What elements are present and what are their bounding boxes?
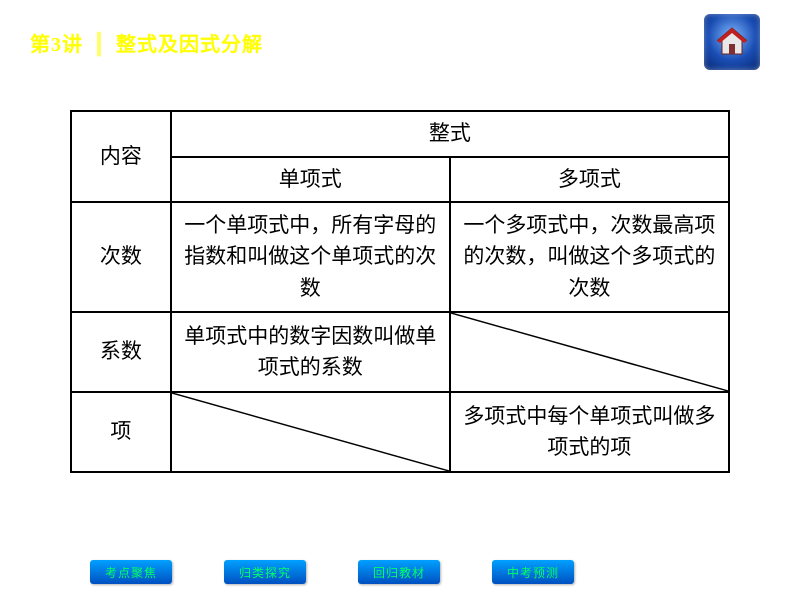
header-sub-b: 多项式 xyxy=(450,157,729,203)
header-sub-a: 单项式 xyxy=(171,157,450,203)
cell-term-poly: 多项式中每个单项式叫做多项式的项 xyxy=(450,392,729,472)
cell-degree-poly: 一个多项式中，次数最高项的次数，叫做这个多项式的次数 xyxy=(450,202,729,312)
nav-btn-textbook[interactable]: 回归教材 xyxy=(358,560,440,584)
header-content-label: 内容 xyxy=(71,111,171,202)
diagonal-slash xyxy=(172,393,449,471)
nav-btn-focus[interactable]: 考点聚焦 xyxy=(90,560,172,584)
cell-coeff-mono: 单项式中的数字因数叫做单项式的系数 xyxy=(171,312,450,392)
home-icon xyxy=(714,24,750,60)
cell-term-mono-empty xyxy=(171,392,450,472)
nav-btn-predict[interactable]: 中考预测 xyxy=(492,560,574,584)
header-main: 整式 xyxy=(171,111,729,157)
row-label-degree: 次数 xyxy=(71,202,171,312)
nav-label: 回归教材 xyxy=(373,564,425,581)
bottom-nav: 考点聚焦 归类探究 回归教材 中考预测 xyxy=(90,560,574,584)
row-label-coeff: 系数 xyxy=(71,312,171,392)
nav-label: 归类探究 xyxy=(239,564,291,581)
row-label-term: 项 xyxy=(71,392,171,472)
cell-coeff-poly-empty xyxy=(450,312,729,392)
cell-degree-mono: 一个单项式中，所有字母的指数和叫做这个单项式的次数 xyxy=(171,202,450,312)
home-button[interactable] xyxy=(704,14,760,70)
diagonal-slash xyxy=(451,313,728,391)
content-table: 内容 整式 单项式 多项式 次数 一个单项式中，所有字母的指数和叫做这个单项式的… xyxy=(70,110,730,473)
lecture-number: 第3讲 xyxy=(30,34,83,56)
page-title: 第3讲 ┃ 整式及因式分解 xyxy=(30,28,263,57)
lecture-topic: 整式及因式分解 xyxy=(116,34,263,56)
nav-label: 中考预测 xyxy=(507,564,559,581)
title-separator: ┃ xyxy=(93,34,106,56)
nav-label: 考点聚焦 xyxy=(105,564,157,581)
nav-btn-classify[interactable]: 归类探究 xyxy=(224,560,306,584)
